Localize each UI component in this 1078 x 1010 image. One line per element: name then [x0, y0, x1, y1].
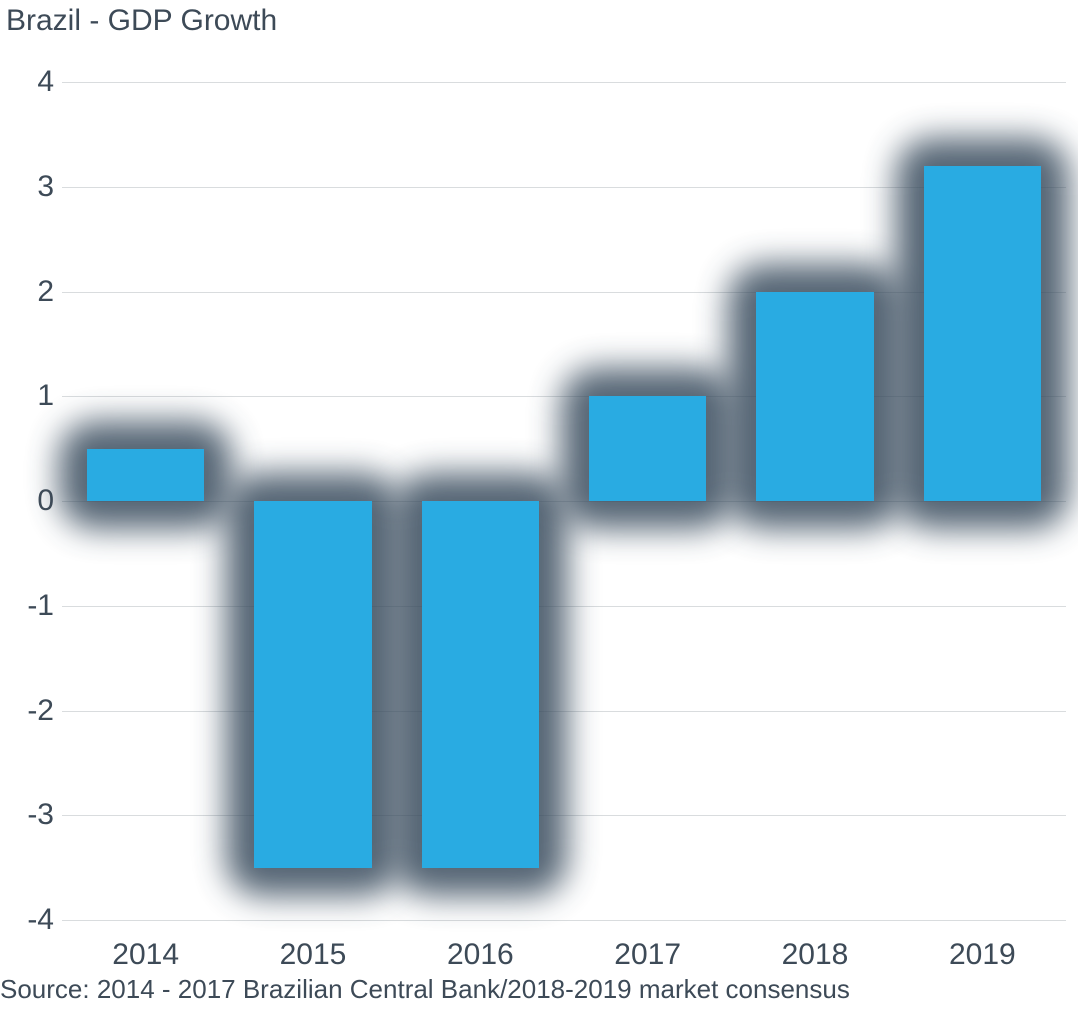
- x-tick-label: 2016: [447, 938, 514, 972]
- y-tick-label: 0: [0, 484, 54, 518]
- bar: [589, 396, 706, 501]
- bar: [87, 449, 204, 501]
- y-tick-label: -4: [0, 903, 54, 937]
- gridline: [62, 920, 1066, 921]
- x-tick-label: 2015: [280, 938, 347, 972]
- y-tick-label: 4: [0, 65, 54, 99]
- bar: [422, 501, 539, 868]
- chart-title: Brazil - GDP Growth: [6, 4, 277, 38]
- y-tick-label: 2: [0, 275, 54, 309]
- y-tick-label: -3: [0, 798, 54, 832]
- y-tick-label: 1: [0, 379, 54, 413]
- bar: [924, 166, 1041, 501]
- gdp-growth-chart: Brazil - GDP Growth Source: 2014 - 2017 B…: [0, 0, 1078, 1010]
- x-tick-label: 2014: [112, 938, 179, 972]
- bar: [254, 501, 371, 868]
- plot-area: [62, 82, 1066, 920]
- x-tick-label: 2018: [782, 938, 849, 972]
- bar: [756, 292, 873, 502]
- y-tick-label: 3: [0, 170, 54, 204]
- x-tick-label: 2019: [949, 938, 1016, 972]
- y-tick-label: -2: [0, 694, 54, 728]
- chart-source: Source: 2014 - 2017 Brazilian Central Ba…: [0, 974, 850, 1005]
- gridline: [62, 82, 1066, 83]
- y-tick-label: -1: [0, 589, 54, 623]
- x-tick-label: 2017: [614, 938, 681, 972]
